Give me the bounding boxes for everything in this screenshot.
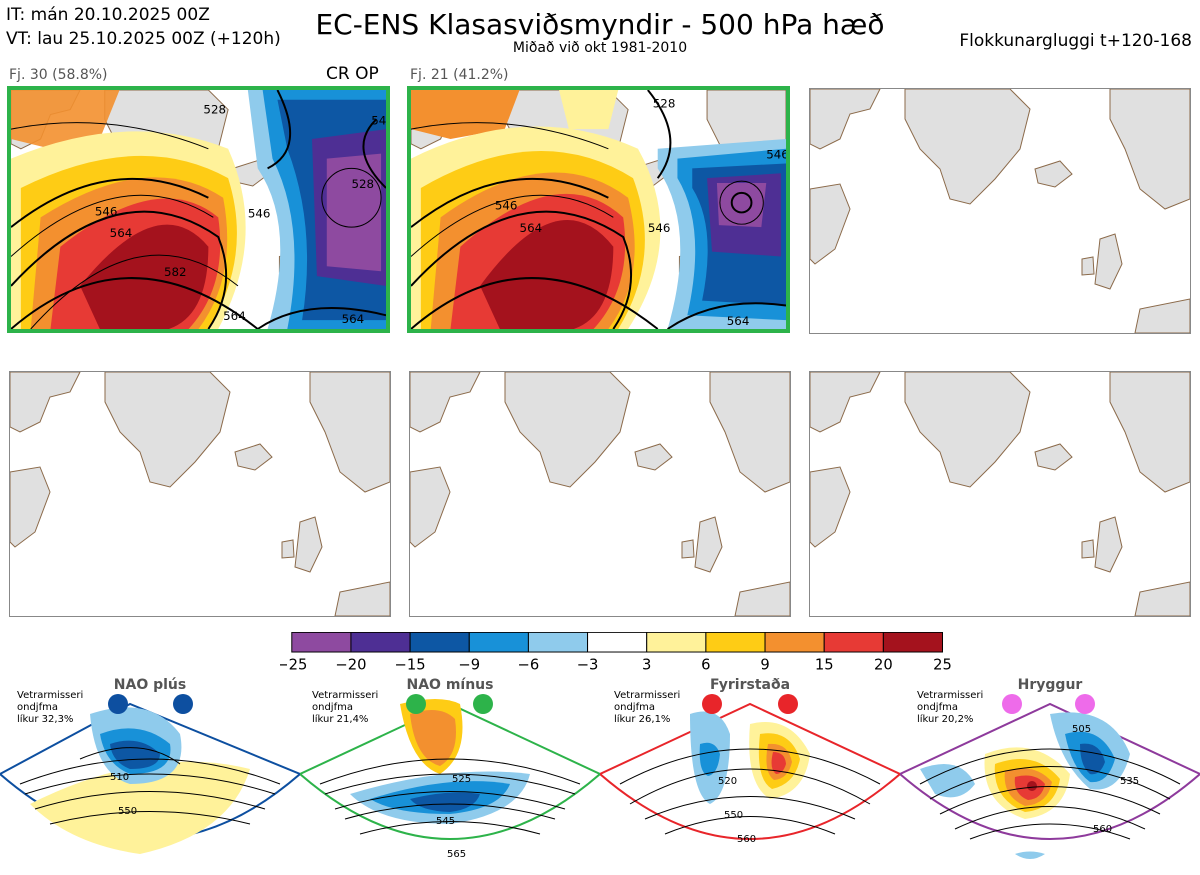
empty-map	[810, 372, 1190, 616]
contour-label: 564	[342, 312, 365, 326]
colorbar-bin	[350, 632, 411, 653]
regime-title: Hryggur	[1017, 677, 1083, 693]
colorbar-tick-label: 15	[815, 657, 834, 674]
regime-blocking: 520 550 560 Fyrirstaða Vetrarmisseri ondj…	[598, 674, 902, 871]
contour-label: 546	[495, 199, 518, 213]
colorbar-bin	[468, 632, 529, 653]
contour-label: 546	[371, 113, 386, 127]
contour-label: 546	[648, 221, 671, 235]
regime-dot	[778, 694, 798, 714]
initial-time: IT: mán 20.10.2025 00Z	[6, 5, 210, 25]
regime-contour-label: 510	[110, 772, 129, 783]
panel-1-tag: CR OP	[326, 64, 379, 84]
contour-label: 564	[520, 221, 543, 235]
panel-1-label: Fj. 30 (58.8%)	[9, 67, 108, 83]
regime-contour-label: 545	[436, 816, 455, 827]
colorbar-tick-label: −20	[335, 657, 366, 674]
contour-label: 528	[653, 97, 676, 111]
cluster-panel-5[interactable]	[409, 371, 791, 617]
regime-dot	[406, 694, 426, 714]
contour-label: 564	[727, 314, 750, 328]
regime-title: NAO mínus	[406, 677, 494, 693]
cluster-panel-4[interactable]	[9, 371, 391, 617]
colorbar-bin	[409, 632, 470, 653]
regime-note: Vetrarmisseri ondjfma líkur 32,3%	[17, 690, 84, 725]
classification-window: Flokkunargluggi t+120-168	[959, 31, 1192, 51]
colorbar-bin	[764, 632, 825, 653]
regime-contour-label: 550	[118, 806, 137, 817]
colorbar-bin	[705, 632, 766, 653]
page-title: EC-ENS Klasasviðsmyndir - 500 hPa hæð	[315, 8, 885, 41]
regime-contour-label: 505	[1072, 724, 1091, 735]
colorbar-tick-label: 9	[760, 657, 769, 674]
regime-nao-plus: 510 550 NAO plús Vetrarmisseri ondjfma lík…	[0, 674, 302, 871]
regime-note: Vetrarmisseri ondjfma líkur 26,1%	[614, 690, 681, 725]
regime-note: Vetrarmisseri ondjfma líkur 20,2%	[917, 690, 984, 725]
regime-map: 520 550 560	[598, 694, 902, 845]
regime-dot	[1075, 694, 1095, 714]
empty-map	[810, 89, 1190, 333]
regime-map: 510 550	[0, 694, 302, 854]
regime-title: Fyrirstaða	[709, 677, 791, 693]
panel-2-label: Fj. 21 (41.2%)	[410, 67, 509, 83]
regime-ridge: 505 535 560 Hryggur Vetrarmisseri ondjfma…	[898, 674, 1200, 871]
regime-contour-label: 520	[718, 776, 737, 787]
colorbar-tick-label: 3	[642, 657, 651, 674]
colorbar-tick-label: −25	[280, 657, 307, 674]
regime-title: NAO plús	[113, 677, 187, 693]
cluster-panel-3[interactable]	[809, 88, 1191, 334]
empty-map	[10, 372, 390, 616]
regime-dot	[173, 694, 193, 714]
regime-contour-label: 560	[1093, 824, 1112, 835]
cluster-panel-2[interactable]: 528 546 564 546 546 564	[407, 86, 790, 333]
contour-label: 528	[351, 177, 374, 191]
contour-label: 546	[766, 148, 786, 162]
cluster-panel-1[interactable]: 528 546 546 564 582 564 528 546 564	[7, 86, 390, 333]
regime-nao-minus: 525 545 565 NAO mínus Vetrarmisseri ondjf…	[298, 674, 602, 871]
colorbar: −25 −20 −15 −9 −6 −3 3 6 9 15 20 25	[280, 632, 952, 674]
colorbar-tick-label: −15	[395, 657, 426, 674]
regime-map: 525 545 565	[298, 694, 602, 860]
regime-dot	[702, 694, 722, 714]
cluster-2-map: 528 546 564 546 546 564	[411, 90, 786, 329]
colorbar-bin	[646, 632, 707, 653]
regime-map: 505 535 560	[898, 694, 1200, 859]
regime-contour-label: 560	[737, 834, 756, 845]
contour-label: 546	[248, 206, 271, 220]
regime-dot	[473, 694, 493, 714]
regime-dot	[1002, 694, 1022, 714]
contour-label: 564	[223, 309, 246, 323]
colorbar-bin	[823, 632, 884, 653]
colorbar-tick-label: −9	[458, 657, 480, 674]
regime-contour-label: 525	[452, 774, 471, 785]
colorbar-bin	[587, 632, 648, 653]
regime-contour-label: 565	[447, 849, 466, 860]
colorbar-tick-label: 6	[701, 657, 710, 674]
contour-label: 528	[203, 103, 226, 117]
empty-map	[410, 372, 790, 616]
regime-contour-label: 550	[724, 810, 743, 821]
contour-label: 582	[164, 265, 187, 279]
regime-dot	[108, 694, 128, 714]
colorbar-tick-label: 25	[933, 657, 952, 674]
colorbar-tick-label: 20	[874, 657, 893, 674]
contour-label: 546	[95, 204, 118, 218]
valid-time: VT: lau 25.10.2025 00Z (+120h)	[6, 29, 281, 49]
page-subtitle: Miðað við okt 1981-2010	[512, 40, 688, 56]
colorbar-bin	[882, 632, 944, 653]
colorbar-bin	[527, 632, 589, 653]
colorbar-tick-label: −3	[577, 657, 599, 674]
regime-note: Vetrarmisseri ondjfma líkur 21,4%	[312, 690, 379, 725]
cluster-panel-6[interactable]	[809, 371, 1191, 617]
colorbar-bin	[291, 632, 352, 653]
contour-label: 564	[110, 226, 133, 240]
cluster-1-map: 528 546 546 564 582 564 528 546 564	[11, 90, 386, 329]
regime-contour-label: 535	[1120, 776, 1139, 787]
colorbar-tick-label: −6	[518, 657, 540, 674]
